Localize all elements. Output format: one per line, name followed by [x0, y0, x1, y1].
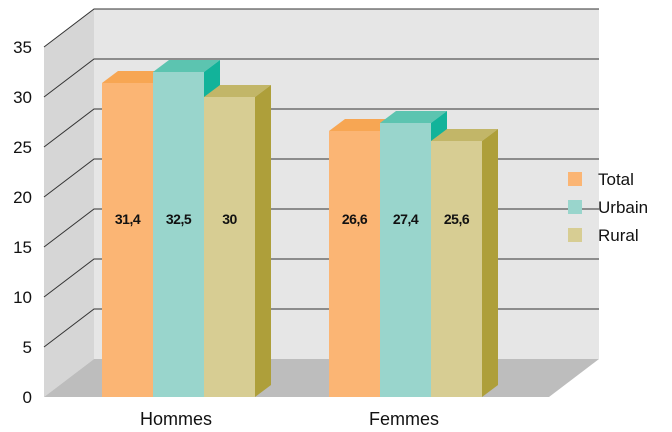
bar-front — [329, 131, 380, 397]
gridline — [43, 58, 599, 98]
bars — [102, 60, 498, 397]
y-tick-label: 30 — [13, 88, 32, 107]
side-wall — [44, 9, 94, 397]
legend-label: Rural — [598, 226, 639, 245]
bar-front — [431, 141, 482, 397]
gridline — [43, 8, 599, 48]
bar-top — [329, 119, 396, 131]
y-tick-label: 25 — [13, 138, 32, 157]
bar — [204, 85, 271, 397]
data-label: 30 — [222, 211, 237, 227]
bar-side — [482, 129, 498, 397]
bar-top — [102, 71, 169, 83]
bar-top — [204, 85, 271, 97]
y-axis: 0 5 10 15 20 25 30 35 — [13, 38, 32, 407]
bar-side — [255, 85, 271, 397]
legend-swatch — [568, 228, 582, 242]
gridline — [43, 108, 599, 148]
bar-front — [102, 83, 153, 397]
data-label: 25,6 — [444, 211, 470, 227]
y-tick-label: 5 — [23, 338, 32, 357]
x-tick-label: Hommes — [140, 409, 212, 429]
data-label: 26,6 — [342, 211, 368, 227]
bar-top — [380, 111, 447, 123]
bar-front — [153, 72, 204, 397]
y-tick-label: 10 — [13, 288, 32, 307]
bar-front — [380, 123, 431, 397]
bar-front — [204, 97, 255, 397]
legend-label: Urbain — [598, 198, 648, 217]
legend: Total Urbain Rural — [568, 170, 648, 245]
y-tick-label: 15 — [13, 238, 32, 257]
bar — [380, 111, 447, 397]
data-label: 27,4 — [393, 211, 419, 227]
y-tick-label: 20 — [13, 188, 32, 207]
y-tick-label: 0 — [23, 388, 32, 407]
x-axis: Hommes Femmes — [140, 409, 439, 429]
legend-swatch — [568, 200, 582, 214]
bar-top — [431, 129, 498, 141]
data-label: 31,4 — [115, 211, 141, 227]
y-tick-label: 35 — [13, 38, 32, 57]
legend-label: Total — [598, 170, 634, 189]
legend-swatch — [568, 172, 582, 186]
data-labels: 31,4 32,5 30 26,6 27,4 25,6 — [115, 211, 470, 227]
bar — [431, 129, 498, 397]
bar-top — [153, 60, 220, 72]
x-tick-label: Femmes — [369, 409, 439, 429]
data-label: 32,5 — [166, 211, 192, 227]
